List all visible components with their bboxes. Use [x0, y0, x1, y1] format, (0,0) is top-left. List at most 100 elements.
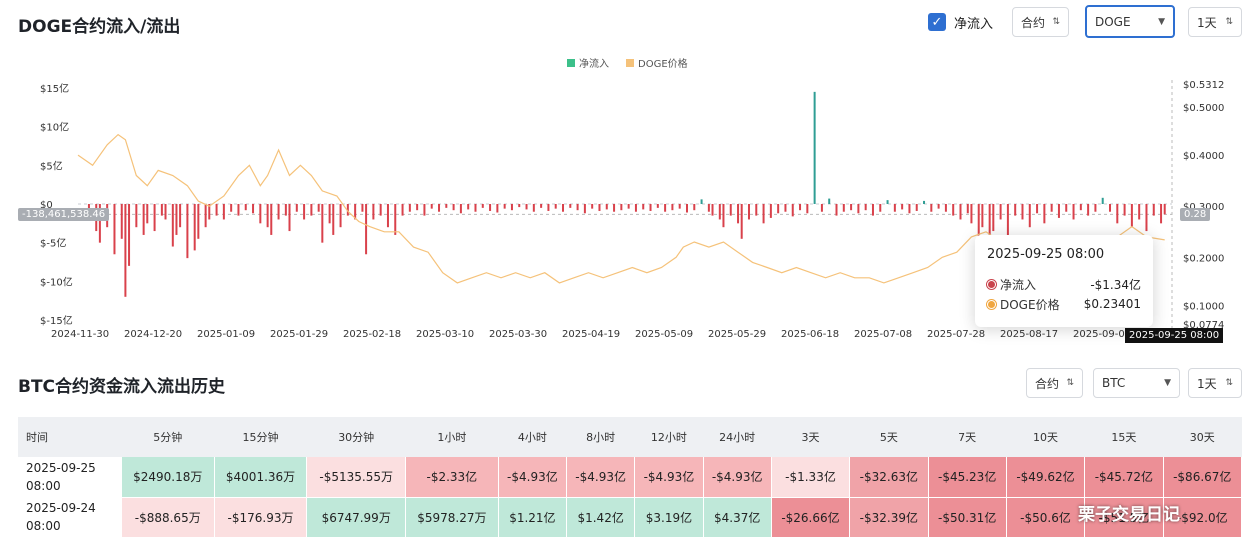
net-inflow-bar — [722, 204, 725, 228]
net-inflow-bar — [762, 204, 765, 224]
net-inflow-bar — [1057, 204, 1060, 218]
checkbox-checked-icon[interactable]: ✓ — [928, 13, 946, 31]
chevron-down-icon: ▼ — [1158, 16, 1165, 27]
x-tick-label: 2025-05-29 — [708, 329, 766, 340]
net-inflow-bar — [332, 204, 335, 235]
net-inflow-bar — [277, 204, 280, 220]
x-tick-label: 2025-03-10 — [416, 329, 474, 340]
x-tick-label: 2025-07-28 — [927, 329, 985, 340]
net-inflow-bar — [208, 204, 211, 220]
history-contract-select[interactable]: 合约 ⇅ — [1026, 368, 1083, 398]
x-tick-label: 2024-12-20 — [124, 329, 182, 340]
net-inflow-bar — [540, 204, 543, 208]
history-contract-value: 合约 — [1035, 376, 1060, 391]
net-inflow-bar — [1006, 204, 1009, 243]
net-inflow-bar — [372, 204, 375, 220]
column-header: 15天 — [1084, 417, 1164, 457]
row-time-cell: 2025-09-25 08:00 — [18, 457, 122, 498]
flow-value-cell: -$32.63亿 — [849, 457, 929, 498]
price-line — [77, 133, 1165, 284]
net-inflow-bar — [525, 204, 528, 210]
net-inflow-bar — [197, 204, 200, 239]
column-header: 时间 — [18, 417, 122, 457]
net-inflow-bar — [1021, 204, 1024, 220]
net-inflow-bar — [215, 204, 218, 216]
net-inflow-bar — [649, 204, 652, 211]
net-inflow-bar — [1079, 204, 1082, 211]
tooltip-label: DOGE价格 — [1000, 297, 1060, 312]
net-inflow-bar — [711, 204, 714, 216]
net-inflow-bar — [937, 204, 940, 209]
column-header: 30分钟 — [306, 417, 406, 457]
table-row: 2025-09-25 08:00 $2490.18万 $4001.36万 -$5135.… — [18, 457, 1243, 498]
flow-value-cell: -$888.65万 — [121, 497, 215, 537]
net-inflow-bar — [1123, 204, 1126, 216]
net-inflow-bar — [98, 204, 101, 243]
interval-select[interactable]: 1天 ⇅ — [1188, 7, 1242, 37]
net-inflow-bar — [339, 204, 342, 228]
y-left-tick-label: $10亿 — [40, 121, 69, 134]
y-right-tick-label: $0.2000 — [1183, 253, 1224, 264]
flow-value-cell: $4001.36万 — [214, 457, 308, 498]
column-header: 12小时 — [634, 417, 704, 457]
flow-chart[interactable]: 净流入 DOGE价格 $15亿 $10亿 $5亿 $0 $-5亿 $-10亿 $-15亿 $0.5… — [0, 50, 1247, 346]
net-inflow-bar — [354, 204, 357, 220]
net-inflow-bar — [999, 204, 1002, 220]
price-dot-icon — [987, 299, 996, 309]
net-inflow-bar — [671, 204, 674, 211]
left-axis-crosshair-tag: -138,461,538.46 — [18, 208, 110, 221]
history-interval-select[interactable]: 1天 ⇅ — [1188, 368, 1242, 398]
net-inflow-bar — [569, 204, 572, 208]
net-inflow-bar — [459, 204, 462, 214]
net-inflow-bar — [252, 204, 255, 214]
x-tick-label: 2025-05-09 — [635, 329, 693, 340]
net-inflow-bar — [605, 204, 608, 210]
net-inflow-toggle[interactable]: ✓ 净流入 — [928, 11, 993, 33]
column-header: 7天 — [928, 417, 1007, 457]
net-inflow-bar — [175, 204, 178, 235]
net-inflow-bar — [452, 204, 455, 211]
net-inflow-bar — [321, 204, 324, 243]
net-inflow-bar — [1065, 204, 1068, 212]
flow-value-cell: -$92.0亿 — [1163, 497, 1243, 537]
net-inflow-bar — [729, 204, 732, 216]
history-interval-value: 1天 — [1197, 376, 1217, 391]
net-inflow-bar — [379, 204, 382, 216]
y-right-tick-label: $0.0774 — [1183, 320, 1224, 331]
net-inflow-bar — [981, 204, 984, 228]
net-inflow-bar — [346, 204, 349, 216]
net-inflow-bar — [1138, 204, 1141, 220]
net-inflow-bar — [1160, 204, 1163, 224]
net-inflow-bar — [365, 204, 368, 255]
net-inflow-bar — [678, 204, 681, 209]
net-inflow-bar — [489, 204, 492, 211]
net-inflow-bar — [237, 204, 240, 216]
x-tick-label: 2025-06-18 — [781, 329, 839, 340]
net-inflow-bar — [193, 204, 196, 251]
net-inflow-bar — [944, 204, 947, 212]
tooltip-label: 净流入 — [1000, 277, 1037, 292]
net-inflow-bar — [879, 204, 882, 212]
net-inflow-bar — [510, 204, 513, 211]
net-inflow-bar — [656, 204, 659, 208]
contract-type-select[interactable]: 合约 ⇅ — [1012, 7, 1069, 37]
tooltip-row-net-inflow: 净流入 -$1.34亿 — [987, 274, 1141, 294]
coin-select[interactable]: DOGE ▼ — [1085, 5, 1175, 38]
flow-value-cell: $6747.99万 — [306, 497, 406, 537]
sort-arrows-icon: ⇅ — [1066, 378, 1074, 388]
net-inflow-bar — [186, 204, 189, 259]
y-left-tick-label: $5亿 — [40, 159, 63, 172]
legend-label: DOGE价格 — [638, 57, 688, 70]
net-inflow-bar — [532, 204, 535, 212]
net-inflow-bar — [1109, 204, 1112, 212]
flow-value-cell: -$50.6亿 — [1006, 497, 1086, 537]
page-title: DOGE合约流入/流出 — [18, 17, 181, 37]
history-coin-select[interactable]: BTC ▼ — [1093, 368, 1180, 398]
tooltip-row-price: DOGE价格 $0.23401 — [987, 294, 1141, 314]
flow-value-cell: -$2.33亿 — [405, 457, 499, 498]
y-right-tick-label: $0.3000 — [1183, 202, 1224, 213]
net-inflow-bar — [474, 204, 477, 212]
net-inflow-bar — [737, 204, 740, 224]
net-inflow-bar — [642, 204, 645, 210]
net-inflow-bar — [820, 204, 823, 212]
